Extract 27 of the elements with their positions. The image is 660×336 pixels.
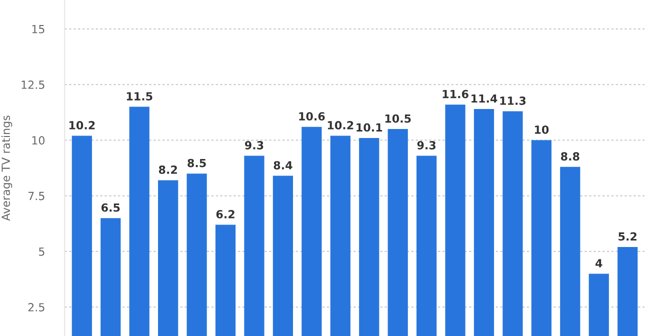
y-tick-label: 15 — [32, 25, 44, 34]
data-label: 9.3 — [417, 141, 436, 150]
data-label: 6.5 — [101, 203, 120, 212]
data-label: 11.6 — [442, 90, 468, 98]
data-label: 10.2 — [69, 121, 95, 130]
data-label: 10.1 — [356, 123, 382, 132]
data-label: 10 — [534, 125, 549, 134]
data-label: 6.2 — [216, 210, 234, 218]
data-label: 11.4 — [472, 94, 498, 103]
y-tick-label: 2.5 — [28, 303, 44, 312]
data-label: 11.5 — [126, 92, 152, 100]
y-axis-title: Average TV ratings — [1, 116, 12, 221]
y-tick-label: 7.5 — [28, 192, 44, 200]
data-label: 4 — [596, 259, 602, 268]
data-label: 8.4 — [274, 161, 292, 170]
y-tick-label: 5 — [39, 248, 44, 256]
y-tick-label: 10 — [32, 136, 44, 145]
data-label: 10.6 — [299, 112, 325, 121]
data-label: 9.3 — [244, 141, 264, 150]
data-label: 11.3 — [500, 96, 526, 105]
data-label: 10.2 — [328, 121, 354, 130]
data-label: 8.8 — [560, 152, 580, 161]
data-label: 10.5 — [385, 114, 411, 123]
data-label: 8.2 — [158, 166, 177, 174]
data-label: 8.5 — [188, 158, 206, 168]
y-tick-label: 12.5 — [22, 80, 44, 89]
data-label: 5.2 — [618, 232, 636, 241]
